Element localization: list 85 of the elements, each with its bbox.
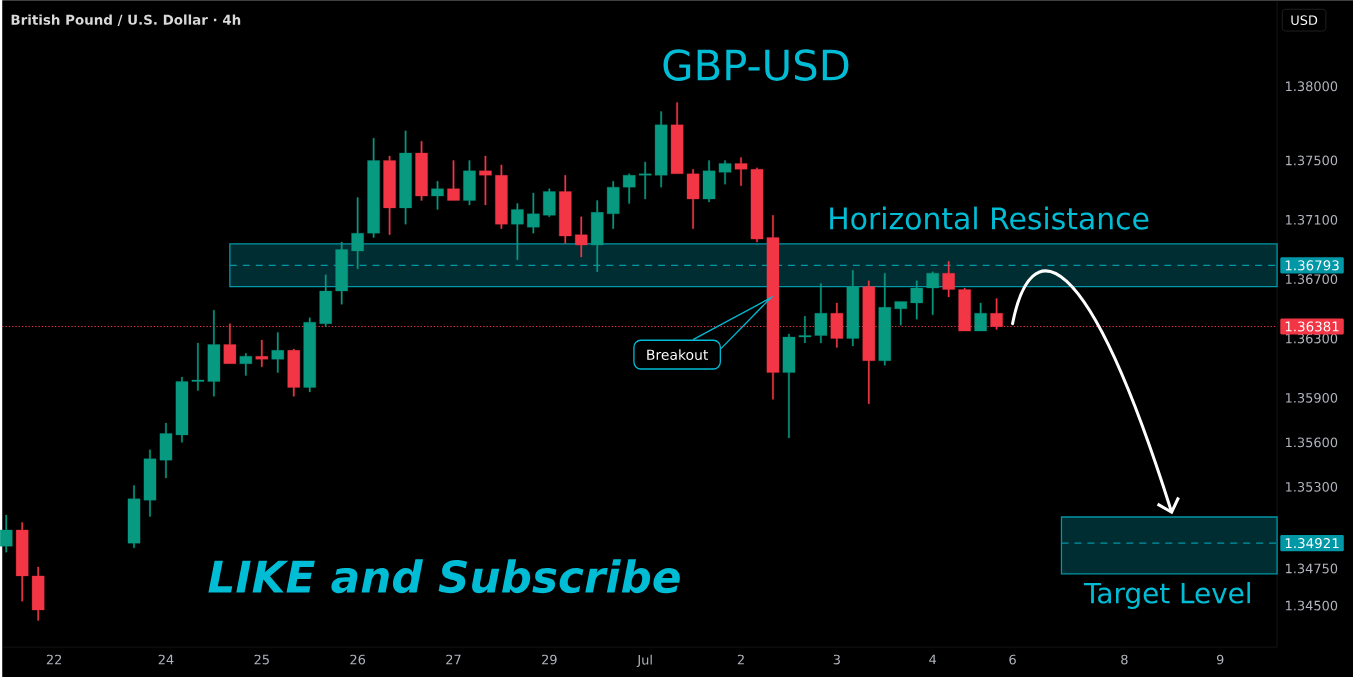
y-tick-label: 1.35600 — [1286, 437, 1338, 448]
candlestick — [974, 302, 987, 332]
x-tick-label: 27 — [446, 654, 461, 665]
ref-line-label: 1.36793 — [1285, 260, 1339, 271]
x-tick-label: 2 — [737, 654, 744, 665]
candlestick — [942, 261, 955, 298]
x-tick-label: 25 — [254, 654, 269, 665]
x-tick-label: 4 — [929, 654, 937, 665]
candlestick — [718, 160, 732, 185]
text: USD — [1291, 15, 1318, 26]
candlestick — [702, 160, 716, 203]
candlestick — [782, 333, 796, 439]
candlestick — [686, 169, 700, 229]
candlestick — [447, 160, 460, 201]
y-tick-label: 1.35300 — [1286, 481, 1338, 492]
band-label: Horizontal Resistance — [830, 206, 1149, 230]
candlestick — [15, 522, 29, 602]
candlestick — [559, 175, 572, 244]
candlestick — [287, 348, 300, 397]
ref-line-label: 1.34921 — [1285, 538, 1339, 549]
candlestick — [750, 167, 764, 243]
candlestick — [191, 342, 205, 391]
candlestick — [303, 317, 316, 393]
annotation: LIKE and Subscribe — [208, 559, 680, 594]
annotation: Breakout — [647, 349, 709, 360]
candlestick — [527, 192, 540, 234]
candlestick — [463, 160, 476, 206]
candlestick — [351, 197, 364, 269]
y-tick-label: 1.35900 — [1286, 392, 1338, 403]
x-tick-label: 26 — [350, 654, 366, 665]
candlestick — [319, 274, 332, 327]
candlestick — [926, 271, 939, 315]
y-tick-label: 1.36700 — [1286, 274, 1338, 285]
text: British Pound / U.S. Dollar · 4h — [11, 14, 241, 26]
x-tick-label: 3 — [833, 654, 840, 665]
x-tick-label: 6 — [1009, 654, 1016, 665]
candlestick — [495, 164, 508, 229]
candlestick — [734, 157, 748, 186]
text: GBP-USD — [663, 49, 849, 81]
candlestick — [431, 181, 444, 210]
x-tick-label: Jul — [636, 654, 652, 668]
candlestick — [670, 102, 684, 174]
candlestick — [798, 316, 812, 344]
candlestick — [479, 155, 492, 206]
candlestick — [399, 130, 412, 225]
candlestick — [159, 422, 173, 479]
candlestick — [143, 449, 157, 517]
candlestick — [878, 273, 891, 366]
candlestick — [127, 485, 141, 548]
ref-line-label: 1.36381 — [1285, 321, 1339, 332]
candlestick — [622, 173, 636, 204]
x-tick-label: 8 — [1121, 654, 1128, 665]
candlestick — [607, 181, 620, 229]
candlestick — [591, 200, 604, 272]
candlestick — [271, 332, 284, 373]
y-tick-label: 1.34500 — [1286, 600, 1338, 611]
candlestick — [575, 216, 588, 258]
candlestick — [543, 188, 556, 217]
candlestick — [335, 241, 348, 305]
candlestick — [255, 339, 269, 367]
y-tick-label: 1.38000 — [1286, 81, 1338, 92]
candlestick — [31, 566, 45, 621]
y-tick-label: 1.36300 — [1286, 333, 1338, 344]
y-tick-label: 1.37500 — [1286, 155, 1338, 166]
candlestick — [175, 376, 189, 443]
candlestick — [654, 111, 668, 188]
candlestick — [846, 270, 860, 347]
candlestick — [239, 353, 253, 376]
x-tick-label: 22 — [46, 654, 62, 665]
candlestick — [415, 140, 428, 201]
x-tick-label: 24 — [158, 654, 174, 665]
candlestick — [207, 310, 221, 397]
candlestick — [383, 155, 396, 235]
candlestick — [910, 280, 923, 320]
candlestick — [367, 138, 380, 238]
candlestick — [0, 514, 13, 553]
y-tick-label: 1.34750 — [1286, 563, 1338, 574]
candlestick — [814, 283, 828, 344]
candlestick — [638, 161, 652, 200]
candlestick — [511, 203, 524, 260]
x-tick-label: 29 — [542, 654, 557, 665]
candlestick — [894, 301, 907, 326]
y-tick-label: 1.37100 — [1286, 214, 1338, 225]
x-tick-label: 9 — [1216, 654, 1224, 665]
band-label: Target Level — [1083, 581, 1250, 609]
